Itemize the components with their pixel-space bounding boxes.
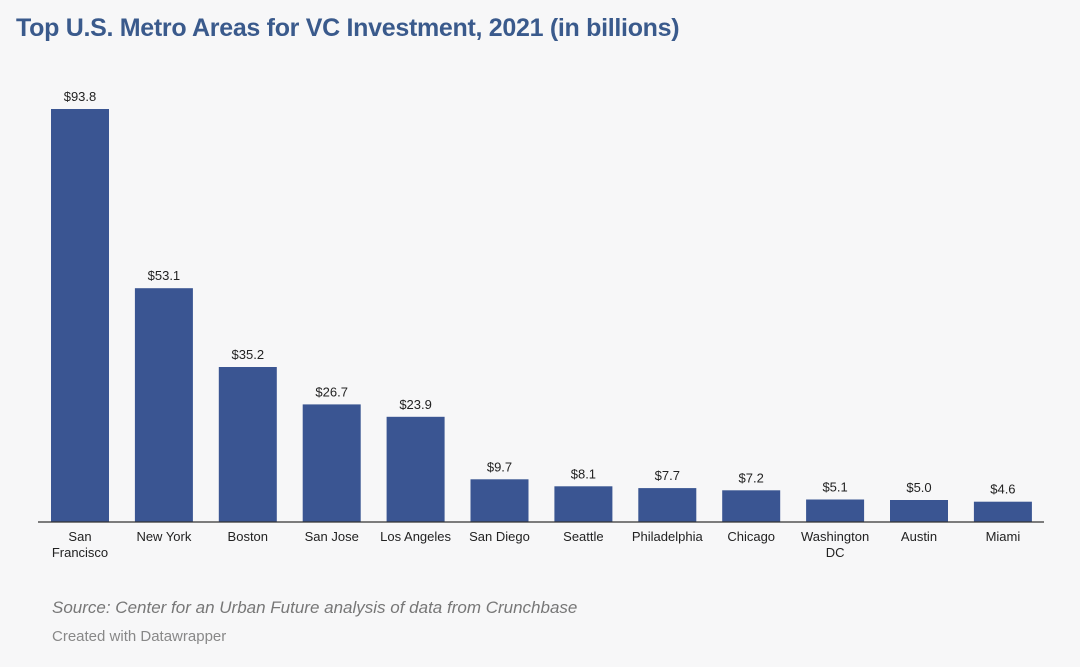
bar-value-label: $5.0 [906, 480, 931, 495]
value-labels-group: $93.8 $53.1 $35.2 $26.7 $23.9 $9.7 $8.1 $7.7 $7.… [64, 89, 1016, 497]
category-label: New York [136, 529, 191, 544]
chart-title: Top U.S. Metro Areas for VC Investment, … [16, 14, 680, 42]
category-label: Los Angeles [380, 529, 451, 544]
category-label: Miami [986, 529, 1021, 544]
bar-value-label: $7.7 [655, 468, 680, 483]
category-label: San Diego [469, 529, 530, 544]
datawrapper-credit[interactable]: Created with Datawrapper [52, 628, 227, 645]
bar-value-label: $23.9 [399, 397, 432, 412]
bars-group [51, 109, 1032, 522]
bar-value-label: $4.6 [990, 482, 1015, 497]
category-label: Philadelphia [632, 529, 704, 544]
bar-value-label: $5.1 [822, 480, 847, 495]
bar-value-label: $26.7 [315, 384, 348, 399]
category-labels-group: San Francisco New York Boston San Jose Los An… [52, 529, 1021, 560]
bar [638, 488, 697, 522]
category-label: San Jose [305, 529, 359, 544]
category-label: Austin [901, 529, 937, 544]
bar-value-label: $7.2 [739, 470, 764, 485]
bar [51, 109, 109, 522]
bar [218, 367, 277, 522]
category-label: Boston [228, 529, 268, 544]
bar-value-label: $53.1 [148, 268, 181, 283]
bar-value-label: $93.8 [64, 89, 97, 104]
bar-chart: $93.8 $53.1 $35.2 $26.7 $23.9 $9.7 $8.1 $7.7 $7.… [38, 89, 1044, 560]
category-label: Seattle [563, 529, 603, 544]
bar [386, 416, 445, 522]
bar [554, 486, 613, 522]
bar [302, 404, 361, 522]
bar-value-label: $8.1 [571, 466, 596, 481]
bar-value-label: $35.2 [232, 347, 265, 362]
category-label: Washington DC [801, 529, 869, 560]
category-label: San Francisco [52, 529, 108, 560]
bar [722, 490, 781, 522]
bar-value-label: $9.7 [487, 459, 512, 474]
source-note: Source: Center for an Urban Future analy… [52, 598, 578, 617]
category-label: Chicago [727, 529, 775, 544]
bar [134, 288, 193, 522]
bar [890, 500, 948, 522]
bar [973, 501, 1032, 522]
bar [470, 479, 529, 522]
bar [806, 499, 865, 522]
